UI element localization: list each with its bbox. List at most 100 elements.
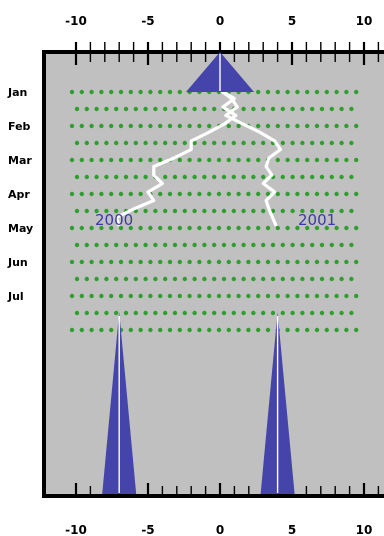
grid-dot bbox=[187, 259, 192, 265]
grid-dot bbox=[265, 293, 271, 299]
grid-dot bbox=[148, 259, 153, 265]
grid-dot bbox=[138, 191, 143, 197]
grid-dot bbox=[89, 259, 94, 265]
grid-dot bbox=[148, 89, 153, 95]
grid-dot bbox=[295, 157, 300, 163]
grid-dot bbox=[109, 225, 114, 231]
grid-dot bbox=[192, 310, 197, 316]
grid-dot bbox=[314, 157, 320, 163]
grid-dot bbox=[314, 123, 320, 129]
grid-dot bbox=[153, 140, 158, 146]
grid-dot bbox=[246, 259, 251, 265]
grid-dot bbox=[158, 89, 163, 95]
grid-dot bbox=[329, 310, 334, 316]
grid-dot bbox=[94, 276, 99, 282]
grid-dot bbox=[99, 259, 104, 265]
grid-dot bbox=[177, 259, 182, 265]
grid-dot bbox=[251, 140, 256, 146]
grid-dot bbox=[123, 140, 129, 146]
grid-dot bbox=[275, 259, 280, 265]
top-tick-label: -10 bbox=[65, 14, 87, 28]
grid-dot bbox=[143, 208, 148, 214]
grid-dot bbox=[172, 310, 178, 316]
grid-dot bbox=[310, 242, 315, 248]
grid-dot bbox=[295, 191, 300, 197]
grid-dot bbox=[167, 225, 173, 231]
grid-dot bbox=[153, 310, 158, 316]
grid-dot bbox=[354, 293, 359, 299]
grid-dot bbox=[344, 123, 349, 129]
grid-dot bbox=[182, 140, 187, 146]
grid-dot bbox=[344, 89, 349, 95]
grid-dot bbox=[314, 225, 320, 231]
grid-dot bbox=[339, 174, 344, 180]
grid-dot bbox=[158, 157, 163, 163]
grid-dot bbox=[158, 259, 163, 265]
grid-dot bbox=[319, 276, 325, 282]
grid-dot bbox=[236, 123, 241, 129]
grid-dot bbox=[275, 293, 280, 299]
grid-dot bbox=[94, 208, 99, 214]
grid-dot bbox=[216, 327, 222, 333]
grid-dot bbox=[280, 242, 285, 248]
grid-dot bbox=[109, 293, 114, 299]
grid-dot bbox=[354, 191, 359, 197]
grid-dot bbox=[329, 106, 334, 112]
grid-dot bbox=[104, 140, 109, 146]
grid-dot bbox=[197, 259, 202, 265]
grid-dot bbox=[187, 293, 192, 299]
grid-dot bbox=[133, 242, 138, 248]
grid-dot bbox=[197, 225, 202, 231]
grid-dot bbox=[251, 242, 256, 248]
grid-dot bbox=[216, 157, 222, 163]
grid-dot bbox=[226, 327, 231, 333]
grid-dot bbox=[226, 225, 231, 231]
grid-dot bbox=[212, 208, 217, 214]
grid-dot bbox=[285, 259, 290, 265]
grid-dot bbox=[300, 106, 305, 112]
month-label: Jun bbox=[7, 256, 28, 269]
grid-dot bbox=[344, 225, 349, 231]
grid-dot bbox=[177, 191, 182, 197]
grid-dot bbox=[319, 310, 325, 316]
bottom-tick-label: 0 bbox=[216, 523, 224, 536]
grid-dot bbox=[221, 140, 227, 146]
grid-dot bbox=[99, 191, 104, 197]
grid-dot bbox=[192, 242, 197, 248]
grid-dot bbox=[114, 140, 119, 146]
grid-dot bbox=[314, 327, 320, 333]
grid-dot bbox=[226, 157, 231, 163]
grid-dot bbox=[182, 208, 187, 214]
grid-dot bbox=[109, 89, 114, 95]
grid-dot bbox=[104, 242, 109, 248]
grid-dot bbox=[74, 106, 80, 112]
grid-dot bbox=[148, 225, 153, 231]
grid-dot bbox=[74, 140, 80, 146]
grid-dot bbox=[265, 327, 271, 333]
grid-dot bbox=[251, 208, 256, 214]
grid-dot bbox=[310, 140, 315, 146]
grid-dot bbox=[128, 157, 133, 163]
grid-dot bbox=[241, 242, 246, 248]
grid-dot bbox=[99, 157, 104, 163]
grid-dot bbox=[256, 225, 261, 231]
month-label: Mar bbox=[8, 154, 32, 167]
grid-dot bbox=[305, 225, 310, 231]
grid-dot bbox=[109, 123, 114, 129]
top-tick-label: -5 bbox=[141, 14, 154, 28]
grid-dot bbox=[270, 106, 276, 112]
grid-dot bbox=[349, 174, 354, 180]
grid-dot bbox=[354, 123, 359, 129]
grid-dot bbox=[99, 293, 104, 299]
grid-dot bbox=[216, 225, 222, 231]
grid-dot bbox=[290, 106, 295, 112]
grid-dot bbox=[344, 259, 349, 265]
grid-dot bbox=[349, 106, 354, 112]
grid-dot bbox=[153, 276, 158, 282]
grid-dot bbox=[172, 174, 178, 180]
grid-dot bbox=[261, 276, 266, 282]
grid-dot bbox=[349, 140, 354, 146]
grid-dot bbox=[172, 208, 178, 214]
grid-dot bbox=[339, 140, 344, 146]
grid-dot bbox=[114, 106, 119, 112]
